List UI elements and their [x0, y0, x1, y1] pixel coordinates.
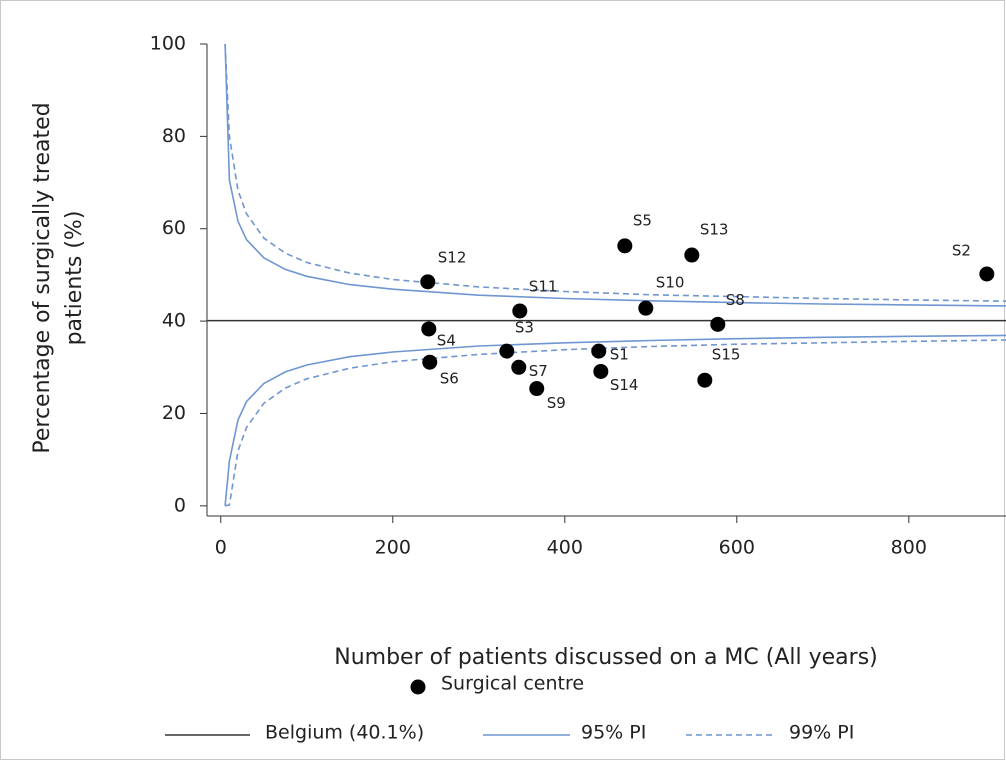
x-axis-title: Number of patients discussed on a MC (Al…	[334, 645, 878, 670]
x-tick-label: 400	[547, 537, 583, 559]
point-label: S2	[952, 241, 971, 259]
y-tick-label: 80	[162, 125, 186, 147]
y-tick-label: 60	[162, 217, 186, 239]
point-label: S1	[610, 346, 629, 364]
point-label: S10	[656, 274, 685, 292]
interval-curve	[224, 339, 1006, 507]
y-tick-label: 100	[150, 33, 186, 55]
point	[511, 359, 527, 375]
point-label: S13	[700, 221, 729, 239]
point	[499, 343, 515, 359]
point	[593, 363, 609, 379]
x-tick-label: 800	[891, 537, 927, 559]
point	[979, 266, 995, 282]
point	[422, 354, 438, 370]
interval-curve	[224, 334, 1006, 506]
point-label: S3	[515, 319, 534, 337]
x-tick-label: 0	[215, 537, 227, 559]
point-label: S11	[529, 277, 558, 295]
y-axis-title-line: patients (%)	[62, 211, 87, 346]
y-axis-title-line: Percentage of surgically treated	[30, 102, 55, 453]
point	[710, 316, 726, 332]
point	[638, 300, 654, 316]
point-label: S8	[726, 291, 745, 309]
point-label: S15	[712, 346, 741, 364]
plot-area	[207, 44, 1006, 507]
point-label: S14	[610, 376, 639, 394]
point-label: S6	[440, 370, 459, 388]
point-label: S9	[547, 394, 566, 412]
point	[512, 303, 528, 319]
y-tick-label: 40	[162, 310, 186, 332]
point	[684, 247, 700, 263]
y-tick-label: 0	[174, 494, 186, 516]
legend-label: 95% PI	[581, 722, 646, 744]
point	[617, 238, 633, 254]
point	[421, 321, 437, 337]
point-label: S12	[438, 248, 467, 266]
interval-curve	[224, 44, 1006, 307]
point	[420, 274, 436, 290]
y-axis-title: Percentage of surgically treated patient…	[30, 102, 87, 453]
point-label: S4	[437, 331, 456, 349]
point	[591, 343, 607, 359]
x-tick-label: 600	[719, 537, 755, 559]
legend: Surgical centre Belgium (40.1%) 95% PI 99% …	[165, 673, 854, 744]
point	[529, 381, 545, 397]
point-label: S7	[529, 362, 548, 380]
point-label: S5	[633, 211, 652, 229]
y-tick-label: 20	[162, 402, 186, 424]
point	[697, 372, 713, 388]
legend-label: Belgium (40.1%)	[265, 722, 424, 744]
legend-label: 99% PI	[789, 722, 854, 744]
legend-label: Surgical centre	[441, 673, 584, 695]
legend-marker	[410, 679, 426, 695]
x-tick-label: 200	[375, 537, 411, 559]
